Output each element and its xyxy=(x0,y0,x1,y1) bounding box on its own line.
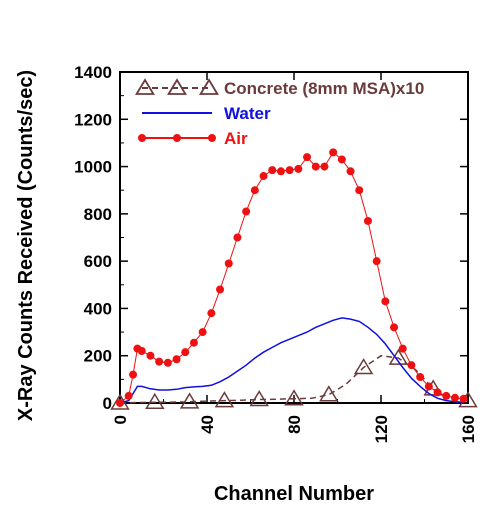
data-point xyxy=(224,259,233,268)
legend-marker xyxy=(208,134,216,142)
data-point xyxy=(124,391,133,400)
legend-item: Water xyxy=(142,104,271,123)
data-point xyxy=(146,351,155,360)
data-point xyxy=(284,389,304,406)
y-tick-label: 200 xyxy=(84,347,112,366)
y-tick-label: 600 xyxy=(84,252,112,271)
data-point xyxy=(424,382,433,391)
data-point xyxy=(311,162,320,171)
series-layer xyxy=(110,148,478,410)
legend-marker xyxy=(173,134,181,142)
y-axis-title: X-Ray Counts Received (Counts/sec) xyxy=(15,70,37,421)
x-axis-title: Channel Number xyxy=(214,483,374,505)
x-tick-label: 120 xyxy=(372,415,391,443)
data-point xyxy=(242,207,251,216)
data-point xyxy=(355,186,364,195)
series-line xyxy=(119,354,469,404)
data-point xyxy=(250,186,259,195)
data-point xyxy=(268,166,277,175)
x-tick-label: 80 xyxy=(285,415,304,434)
x-tick-label: 40 xyxy=(198,415,217,434)
legend-marker xyxy=(138,134,146,142)
data-point xyxy=(137,346,146,355)
data-point xyxy=(337,155,346,164)
y-tick-label: 1400 xyxy=(74,63,112,82)
legend-label: Air xyxy=(224,129,248,148)
y-tick-label: 400 xyxy=(84,299,112,318)
series-2 xyxy=(119,317,464,404)
data-point xyxy=(129,370,138,379)
data-point xyxy=(353,358,374,375)
plot-frame xyxy=(119,71,469,404)
data-point xyxy=(116,399,124,407)
legend-item: Air xyxy=(138,129,248,148)
legend-marker xyxy=(167,78,187,95)
data-point xyxy=(346,167,355,176)
data-point xyxy=(459,394,468,403)
y-tick-label: 1200 xyxy=(74,110,112,129)
legend-label: Water xyxy=(224,104,271,123)
data-point xyxy=(198,328,207,337)
legend: Concrete (8mm MSA)x10 Water Air xyxy=(135,78,424,148)
data-point xyxy=(207,309,216,318)
data-point xyxy=(276,167,285,176)
data-point xyxy=(372,257,381,266)
x-tick-label: 160 xyxy=(459,415,478,443)
data-point xyxy=(172,355,181,364)
data-point xyxy=(189,338,198,347)
data-point xyxy=(320,162,329,171)
data-point xyxy=(163,358,172,367)
data-point xyxy=(145,392,165,410)
data-point xyxy=(407,361,416,370)
y-tick-label: 800 xyxy=(84,205,112,224)
tick-labels: 0 200 400 600 800 1000 1200 1400 0 40 80 120 160 xyxy=(74,63,478,443)
data-point xyxy=(381,297,390,306)
y-tick-label: 1000 xyxy=(74,158,112,177)
data-point xyxy=(294,164,303,173)
data-point xyxy=(450,393,459,402)
data-point xyxy=(285,166,294,175)
data-point xyxy=(442,391,451,400)
series-line xyxy=(119,317,464,404)
plot-area-border xyxy=(119,71,469,404)
legend-item: Concrete (8mm MSA)x10 xyxy=(135,78,424,98)
data-point xyxy=(363,216,372,225)
legend-marker xyxy=(135,78,155,95)
data-point xyxy=(303,153,312,162)
data-point xyxy=(233,233,242,242)
y-tick-label: 0 xyxy=(103,394,112,413)
data-point xyxy=(259,172,268,181)
data-point xyxy=(155,357,164,366)
data-point xyxy=(329,148,338,157)
data-point xyxy=(249,389,269,407)
data-point xyxy=(181,348,190,357)
data-point xyxy=(216,285,225,294)
x-tick-label: 0 xyxy=(111,415,130,424)
axis-ticks xyxy=(119,71,469,404)
data-point xyxy=(319,385,339,402)
data-point xyxy=(390,323,399,332)
data-point xyxy=(179,392,200,409)
data-point xyxy=(398,344,407,353)
series-3 xyxy=(116,148,468,407)
data-point xyxy=(214,391,235,408)
data-point xyxy=(416,372,425,381)
data-point xyxy=(433,388,442,397)
legend-marker xyxy=(199,78,219,95)
legend-label: Concrete (8mm MSA)x10 xyxy=(224,79,424,98)
